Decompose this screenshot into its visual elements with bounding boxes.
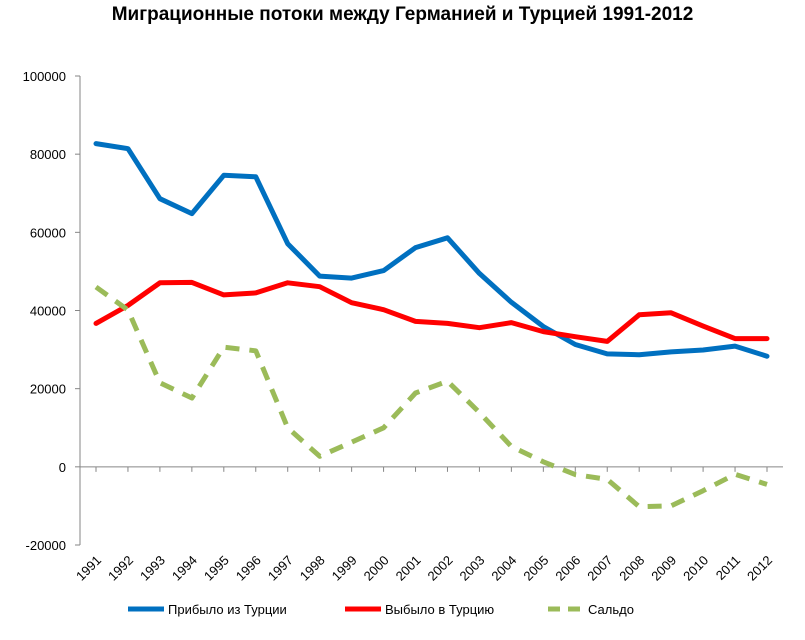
series-line-2 [93,279,770,344]
x-tick-label: 1997 [265,553,296,584]
legend-label-2: Выбыло в Турцию [385,602,494,617]
x-tick-label: 2004 [488,553,519,584]
x-tick-label: 2003 [456,553,487,584]
series-line-3 [94,284,768,510]
y-tick-label: 20000 [30,382,66,397]
x-tick-label: 2006 [552,553,583,584]
x-tick-label: 2009 [648,553,679,584]
legend-label-1: Прибыло из Турции [168,602,287,617]
x-tick-label: 2000 [361,553,392,584]
y-tick-label: 0 [59,460,66,475]
legend-label-3: Сальдо [588,602,634,617]
x-tick-label: 2008 [616,553,647,584]
x-tick-label: 1996 [233,553,264,584]
y-tick-label: 40000 [30,304,66,319]
x-tick-label: 2012 [744,553,775,584]
x-tick-label: 1993 [137,553,168,584]
y-tick-label: 100000 [23,69,66,84]
y-tick-label: 60000 [30,225,66,240]
x-tick-label: 1994 [169,553,200,584]
chart-title: Миграционные потоки между Германией и Ту… [111,4,694,25]
x-tick-label: 2002 [425,553,456,584]
x-tick-label: 1998 [297,553,328,584]
x-tick-label: 2007 [584,553,615,584]
x-tick-label: 2005 [520,553,551,584]
y-tick-label: 80000 [30,147,66,162]
x-tick-label: 1995 [201,553,232,584]
y-tick-label: -20000 [26,538,66,553]
x-tick-label: 1992 [105,553,136,584]
x-tick-label: 1991 [73,553,104,584]
x-tick-label: 2010 [680,553,711,584]
x-tick-label: 1999 [329,553,360,584]
x-tick-label: 2011 [713,553,743,583]
x-tick-label: 2001 [393,553,424,584]
series-line-1 [93,141,770,359]
